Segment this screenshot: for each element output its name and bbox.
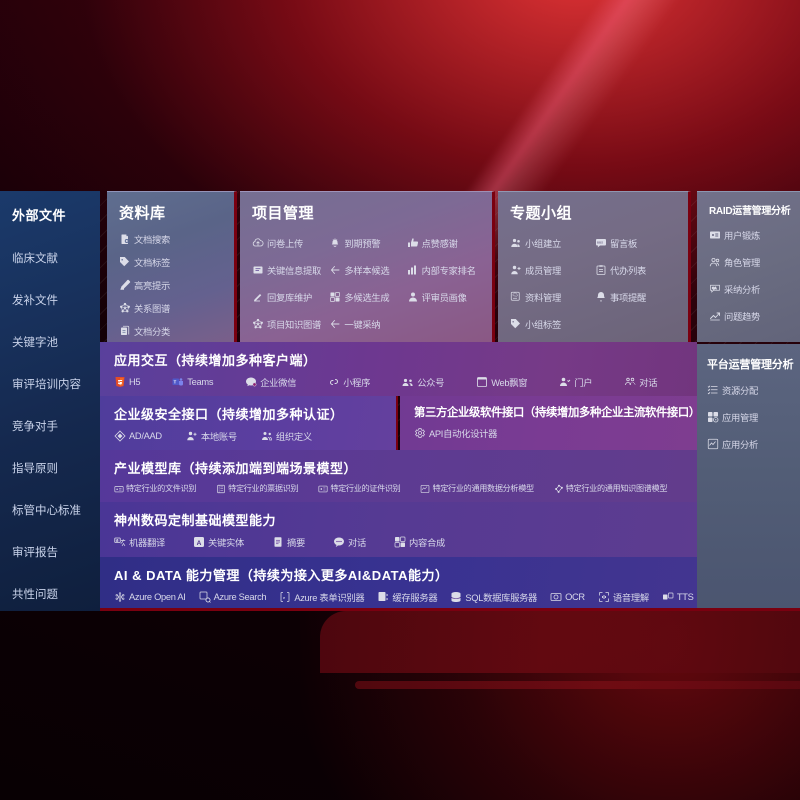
svg-text:BBS: BBS — [597, 241, 603, 245]
svg-text:e: e — [283, 596, 285, 600]
svg-text:QA: QA — [712, 286, 717, 290]
svg-text:A: A — [197, 540, 202, 547]
svg-text:T: T — [174, 380, 177, 385]
